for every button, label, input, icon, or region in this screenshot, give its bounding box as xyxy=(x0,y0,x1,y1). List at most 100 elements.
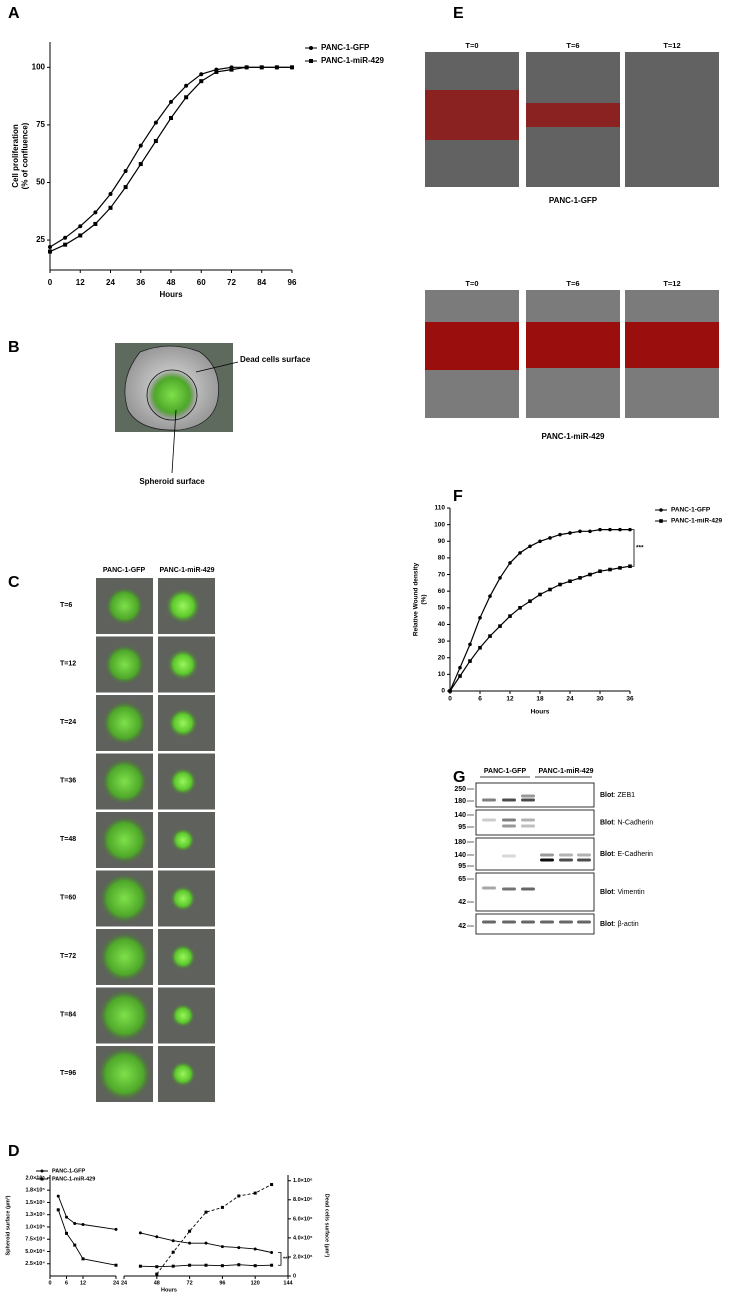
spheroid xyxy=(168,708,198,738)
wound-image xyxy=(625,52,719,187)
y2-tick-label: 8.0×10⁶ xyxy=(293,1197,313,1203)
y-tick-label: 2.5×10⁴ xyxy=(25,1261,45,1267)
caption: PANC-1-GFP xyxy=(549,196,598,205)
y2-tick-label: 4.0×10⁶ xyxy=(293,1235,313,1241)
blot-label: Blot: Vimentin xyxy=(600,889,645,896)
y-tick-label: 90 xyxy=(438,538,446,545)
x-tick-label: 48 xyxy=(154,1280,160,1286)
spheroid xyxy=(165,588,201,624)
data-point xyxy=(578,529,582,534)
data-point xyxy=(468,659,472,663)
band xyxy=(559,853,573,857)
blot-target: : β-actin xyxy=(614,921,639,928)
data-point xyxy=(259,65,264,70)
data-point xyxy=(448,689,452,693)
y-axis-label: Spheroid surface (µm²) xyxy=(4,1195,11,1255)
data-point xyxy=(548,587,552,592)
data-point xyxy=(558,532,562,537)
data-point xyxy=(578,576,582,580)
caption: PANC-1-miR-429 xyxy=(542,432,606,441)
data-point xyxy=(204,1210,208,1214)
band xyxy=(577,920,591,924)
data-point xyxy=(155,1265,159,1269)
y-tick-label: 50 xyxy=(438,605,446,612)
marker-label: 180 xyxy=(454,798,466,805)
data-point xyxy=(138,1264,142,1268)
time-label: T=0 xyxy=(465,279,478,288)
panel-letter: D xyxy=(8,1143,20,1160)
band xyxy=(540,920,554,924)
data-point xyxy=(169,116,173,120)
data-point xyxy=(478,616,482,620)
marker-label: 95 xyxy=(458,824,466,831)
legend-label: PANC-1-GFP xyxy=(671,507,711,514)
data-point xyxy=(618,566,622,570)
data-point xyxy=(171,1264,175,1268)
blot-label: Blot: β-actin xyxy=(600,921,639,928)
y2-tick-label: 2.0×10⁶ xyxy=(293,1254,313,1260)
band xyxy=(502,818,516,822)
data-point xyxy=(488,634,492,638)
y-tick-label: 5.0×10⁴ xyxy=(25,1249,45,1255)
significance-label: *** xyxy=(636,545,644,552)
legend-marker xyxy=(40,1177,44,1181)
data-point xyxy=(274,65,279,70)
wound-area xyxy=(425,90,519,140)
legend-marker xyxy=(40,1169,44,1173)
legend-label: PANC-1-miR-429 xyxy=(321,56,385,65)
data-point xyxy=(558,582,562,587)
blot-frame xyxy=(475,782,595,808)
data-point xyxy=(153,120,158,125)
blot-label: Blot: E-Cadherin xyxy=(600,851,653,858)
series-line xyxy=(49,66,292,248)
x-tick-label: 24 xyxy=(106,278,115,287)
data-point xyxy=(155,1272,159,1276)
band xyxy=(521,818,535,822)
blot-label: Blot: ZEB1 xyxy=(600,792,635,799)
x-tick-label: 12 xyxy=(76,278,85,287)
x-tick-label: 72 xyxy=(187,1280,193,1286)
data-point xyxy=(508,614,512,618)
data-point xyxy=(199,79,204,84)
y-tick-label: 60 xyxy=(438,588,446,595)
data-point xyxy=(65,1231,68,1235)
y-tick-label: 25 xyxy=(36,235,45,244)
band xyxy=(502,920,516,924)
data-point xyxy=(598,569,602,574)
row-label: T=48 xyxy=(60,836,76,843)
spheroid xyxy=(98,989,151,1042)
data-point xyxy=(618,527,622,532)
spheroid xyxy=(170,885,196,912)
marker-label: 140 xyxy=(454,852,466,859)
time-label: T=12 xyxy=(663,279,680,288)
row-label: T=72 xyxy=(60,953,76,960)
x-tick-label: 36 xyxy=(136,278,145,287)
band xyxy=(502,824,516,828)
data-point xyxy=(108,205,113,210)
x-tick-label: 36 xyxy=(626,696,634,703)
blot-target: : ZEB1 xyxy=(614,792,636,799)
time-label: T=6 xyxy=(566,41,579,50)
band xyxy=(540,853,554,857)
x-tick-label: 84 xyxy=(257,278,266,287)
data-point xyxy=(588,572,592,577)
blot-prefix: Blot xyxy=(600,792,614,799)
data-point xyxy=(171,1239,175,1243)
y-tick-label: 40 xyxy=(438,621,446,628)
data-point xyxy=(498,576,502,580)
data-point xyxy=(73,1243,77,1247)
band xyxy=(521,887,535,891)
wound-area xyxy=(526,322,620,368)
y-tick-label: 110 xyxy=(435,505,446,512)
data-point xyxy=(93,221,98,226)
legend-marker xyxy=(659,508,663,512)
spheroid xyxy=(170,1061,196,1087)
data-point xyxy=(488,594,492,598)
y-tick-label: 100 xyxy=(434,521,445,528)
data-point xyxy=(270,1250,274,1254)
group-header: PANC-1-miR-429 xyxy=(538,768,593,775)
data-point xyxy=(588,529,592,534)
row-label: T=60 xyxy=(60,894,76,901)
y-axis-label: (% of confluence) xyxy=(21,122,30,189)
data-point xyxy=(204,1241,208,1245)
